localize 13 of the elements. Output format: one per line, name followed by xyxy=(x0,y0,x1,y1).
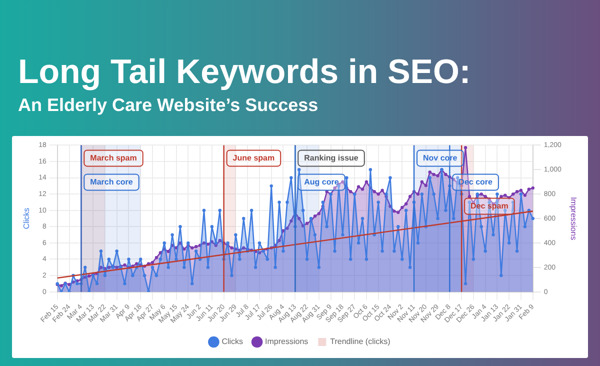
chart-subtitle: An Elderly Care Website’s Success xyxy=(18,94,318,116)
y2-axis-title: Impressions xyxy=(568,196,578,240)
band-label: March core xyxy=(90,177,134,186)
legend-label: Trendline (clicks) xyxy=(330,337,391,346)
band-label: Dec spam xyxy=(470,201,508,210)
ref-line-label: Ranking issue xyxy=(304,153,359,162)
band-label: Aug core xyxy=(304,177,340,186)
legend-label: Impressions xyxy=(265,337,308,346)
y-axis-title: Clicks xyxy=(22,208,32,230)
band-label: March spam xyxy=(90,153,137,162)
chart-title: Long Tail Keywords in SEO: xyxy=(18,52,471,92)
legend-label: Clicks xyxy=(222,337,244,346)
band-label: June spam xyxy=(232,153,275,162)
